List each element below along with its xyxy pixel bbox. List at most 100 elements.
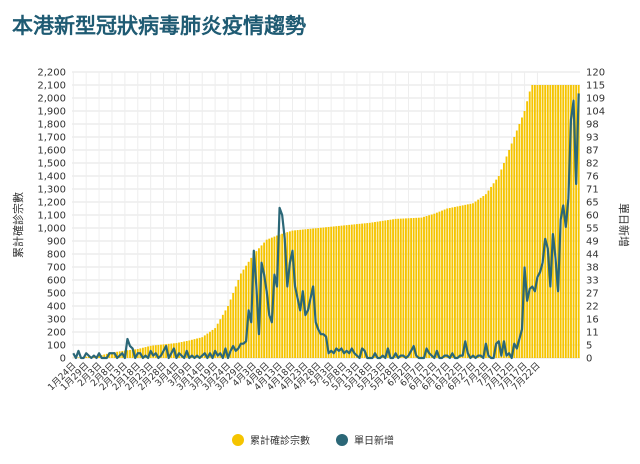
- cumulative-bar: [129, 349, 131, 358]
- cumulative-bar: [531, 85, 534, 358]
- cumulative-bar: [111, 352, 113, 358]
- cumulative-bar: [515, 130, 518, 358]
- cumulative-bar: [294, 230, 296, 358]
- left-tick-label: 900: [47, 237, 66, 248]
- cumulative-bar: [492, 183, 495, 358]
- left-tick-label: 2,100: [37, 81, 66, 92]
- right-tick-label: 27: [586, 289, 599, 300]
- cumulative-bar: [224, 310, 227, 358]
- cumulative-bar: [330, 226, 333, 358]
- cumulative-bar: [384, 220, 387, 358]
- right-tick-label: 49: [586, 237, 599, 248]
- cumulative-bar: [477, 199, 480, 358]
- cumulative-bar: [575, 85, 578, 358]
- right-tick-label: 109: [586, 94, 605, 105]
- cumulative-bar: [539, 85, 541, 358]
- cumulative-bar: [554, 85, 557, 358]
- cumulative-bar: [348, 224, 351, 358]
- cumulative-bar: [206, 333, 209, 358]
- left-tick-label: 1,300: [37, 185, 66, 196]
- cumulative-bar: [340, 225, 343, 358]
- cumulative-bar: [283, 232, 286, 358]
- cumulative-bar: [490, 186, 492, 358]
- cumulative-bar: [417, 217, 420, 358]
- cumulative-bar: [521, 117, 523, 358]
- cumulative-bar: [513, 137, 516, 358]
- cumulative-bar: [335, 226, 338, 358]
- right-tick-label: 87: [586, 146, 599, 157]
- left-tick-label: 1,900: [37, 107, 66, 118]
- cumulative-bar: [216, 323, 219, 358]
- cumulative-bar: [258, 248, 260, 358]
- cumulative-bar: [541, 85, 544, 358]
- cumulative-bar: [358, 223, 361, 358]
- left-tick-label: 1,200: [37, 198, 66, 209]
- cumulative-bar: [386, 220, 389, 358]
- cumulative-bar: [116, 351, 119, 358]
- cumulative-bar: [175, 343, 178, 358]
- cumulative-bar: [98, 355, 101, 358]
- cumulative-bar: [281, 233, 284, 358]
- left-axis-title: 累計確診宗數: [11, 192, 25, 258]
- cumulative-bar: [366, 223, 369, 358]
- cumulative-bar: [546, 85, 549, 358]
- cumulative-bar: [526, 101, 529, 358]
- cumulative-bar: [410, 218, 413, 358]
- cumulative-bar: [407, 218, 410, 358]
- cumulative-bar: [317, 228, 320, 358]
- cumulative-bar: [288, 231, 291, 358]
- cumulative-bar: [273, 236, 276, 358]
- left-tick-label: 200: [47, 328, 66, 339]
- right-tick-label: 104: [586, 107, 605, 118]
- right-tick-label: 115: [586, 81, 605, 92]
- cumulative-bar: [263, 242, 266, 358]
- cumulative-bar: [147, 346, 149, 358]
- right-axis-ticks: 0 5 11 16 22 27 33 38 44 49 55 60 65 71 76 82 87 93 98 104 1…: [586, 68, 605, 365]
- cumulative-bar: [474, 201, 477, 358]
- cumulative-bar: [221, 314, 224, 358]
- cumulative-bar: [433, 213, 436, 358]
- legend-daily-label: 單日新增: [354, 434, 394, 447]
- left-tick-label: 1,800: [37, 120, 66, 131]
- cumulative-bar: [412, 217, 415, 358]
- left-tick-label: 1,500: [37, 159, 66, 170]
- cumulative-bar: [219, 319, 222, 358]
- cumulative-bar: [510, 143, 513, 358]
- cumulative-bar: [103, 354, 106, 358]
- cumulative-bar: [286, 232, 289, 358]
- cumulative-bar: [399, 218, 402, 358]
- cumulative-bar: [276, 235, 278, 358]
- cumulative-bar: [536, 85, 539, 358]
- cumulative-bar: [487, 190, 490, 358]
- cumulative-bar: [451, 207, 454, 358]
- left-tick-label: 600: [47, 276, 66, 287]
- cumulative-bar: [350, 224, 353, 358]
- cumulative-bar: [157, 344, 160, 358]
- right-tick-label: 0: [586, 354, 592, 365]
- right-tick-label: 98: [586, 120, 599, 131]
- cumulative-bar: [461, 205, 464, 358]
- cumulative-bar: [268, 238, 271, 358]
- cumulative-bar: [381, 220, 384, 358]
- cumulative-bar: [337, 225, 340, 358]
- cumulative-bar: [469, 203, 472, 358]
- cumulative-bar: [570, 85, 572, 358]
- left-tick-label: 800: [47, 250, 66, 261]
- cumulative-bar: [456, 206, 459, 358]
- cumulative-bar: [180, 342, 183, 358]
- cumulative-bar: [464, 204, 467, 358]
- cumulative-bar: [232, 293, 235, 358]
- cumulative-bar: [389, 219, 392, 358]
- cumulative-bar: [278, 234, 281, 358]
- left-tick-label: 2,000: [37, 94, 66, 105]
- cumulative-bar: [141, 347, 144, 358]
- cumulative-bar: [170, 343, 173, 358]
- cumulative-bar: [239, 273, 242, 358]
- cumulative-bar: [198, 337, 201, 358]
- cumulative-bar: [484, 194, 487, 358]
- right-tick-label: 38: [586, 263, 599, 274]
- cumulative-bar: [327, 226, 330, 358]
- cumulative-bar: [405, 218, 407, 358]
- left-tick-label: 400: [47, 302, 66, 313]
- cumulative-bar: [209, 331, 211, 358]
